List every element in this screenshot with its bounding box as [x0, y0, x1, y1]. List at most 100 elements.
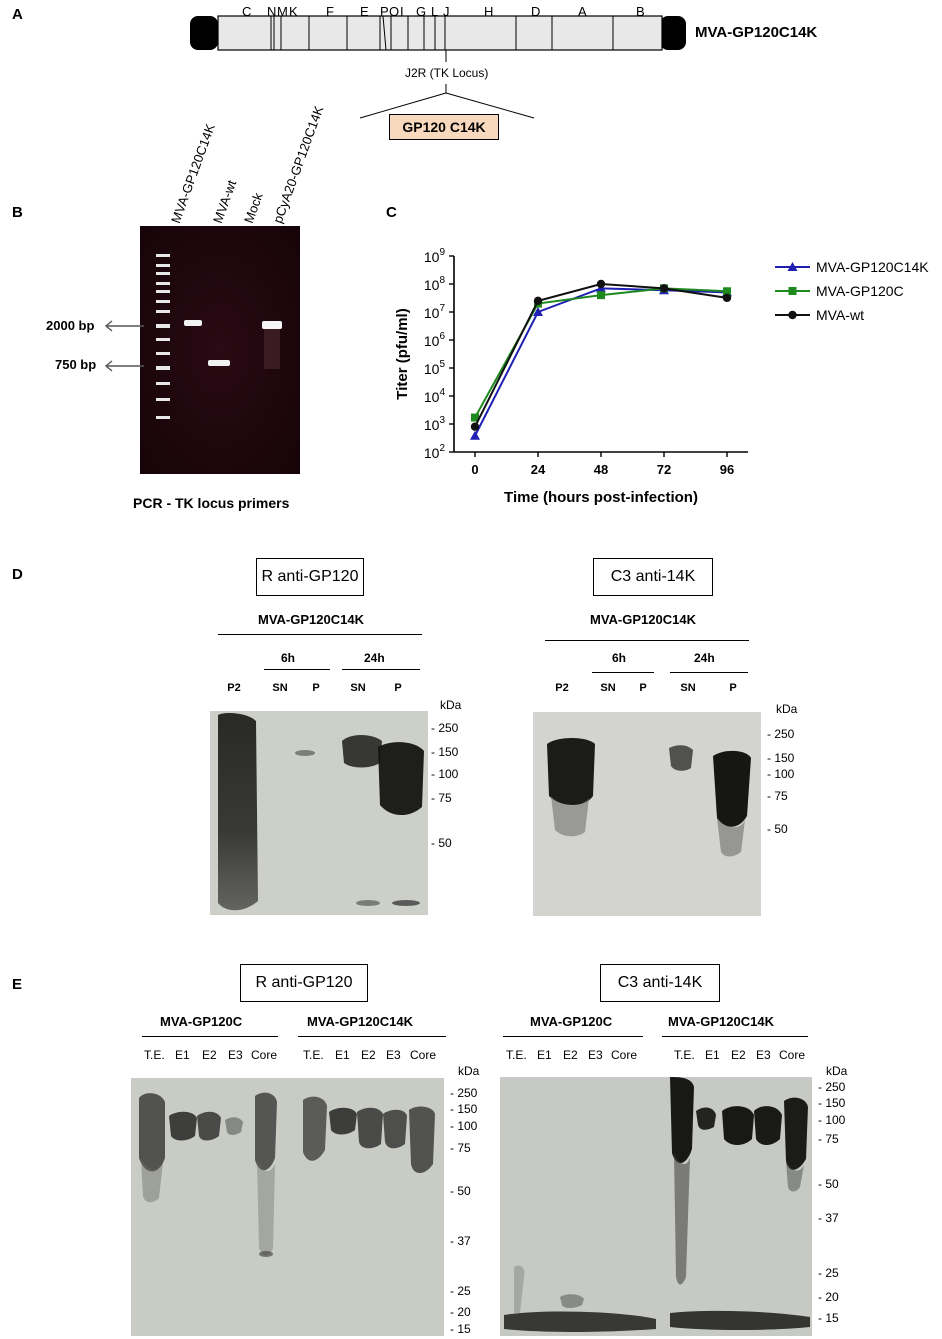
x-tick-label: 48 [594, 462, 608, 477]
e-right-group: MVA-GP120C [530, 1014, 613, 1029]
insert-line-left [359, 92, 447, 119]
d-right-time-6h: 6h [612, 651, 627, 665]
e-left-marker: - 20 [450, 1305, 471, 1319]
d-right-marker: - 150 [767, 751, 795, 765]
growth-curve-chart: 102 103 104 105 106 107 108 109 0 24 48 72 96 Time (h… [394, 247, 929, 506]
d-right-24h-rule [670, 672, 748, 673]
e-left-marker: - 100 [450, 1119, 478, 1133]
e-left-marker: - 15 [450, 1322, 471, 1336]
fragment-label: E [360, 4, 369, 19]
gel-lane-label: MVA-wt [210, 178, 240, 226]
gel-lane-labels: MVA-GP120C14K MVA-wt Mock pCyA20-GP120C1… [168, 104, 378, 226]
x-axis-label: Time (hours post-infection) [504, 489, 698, 506]
panel-d-label: D [12, 566, 23, 583]
e-left-lane: T.E. [144, 1048, 165, 1062]
insert-line-right [445, 92, 535, 119]
e-right-lane: E1 [537, 1048, 552, 1062]
e-left-lane: T.E. [303, 1048, 324, 1062]
legend-marker [788, 310, 797, 320]
d-left-lane: SN [350, 682, 366, 694]
x-tick-label: 24 [531, 462, 546, 477]
fragment-label: F [326, 4, 334, 19]
e-left-marker: - 150 [450, 1102, 478, 1116]
data-point [659, 284, 669, 293]
data-point [470, 430, 480, 440]
d-left-lane: P [394, 682, 402, 694]
e-left-marker: - 75 [450, 1141, 471, 1155]
e-left-lane: E3 [386, 1048, 401, 1062]
e-right-marker: - 150 [818, 1096, 846, 1110]
e-right-lane: T.E. [506, 1048, 527, 1062]
fragment-label: K [289, 4, 298, 19]
e-right-marker: - 25 [818, 1266, 839, 1280]
d-right-kda: kDa [776, 702, 798, 716]
genome-left-itr [190, 16, 218, 50]
gel-image [140, 226, 300, 474]
fragment-label: A [578, 4, 587, 19]
gel-band-plasmid [262, 321, 282, 329]
marker-arrows [104, 320, 144, 372]
d-left-time-24h: 24h [364, 651, 385, 665]
y-tick-label: 104 [424, 387, 446, 405]
d-left-marker: - 75 [431, 791, 452, 805]
d-left-antibody: R anti-GP120 [256, 558, 364, 596]
e-left-marker: - 250 [450, 1086, 478, 1100]
e-left-group: MVA-GP120C [160, 1014, 243, 1029]
gel-caption: PCR - TK locus primers [133, 495, 290, 511]
series-line [474, 282, 728, 428]
e-right-group: MVA-GP120C14K [668, 1014, 774, 1029]
fragment-label: N [267, 4, 277, 19]
d-left-marker: - 50 [431, 836, 452, 850]
fragment-label: M [277, 4, 288, 19]
data-point [597, 291, 605, 300]
genome-bar [217, 15, 663, 51]
d-left-lane: P2 [227, 682, 241, 694]
d-left-virus: MVA-GP120C14K [258, 612, 364, 627]
legend-label: MVA-wt [816, 307, 864, 323]
e-right-marker: - 75 [818, 1132, 839, 1146]
d-right-marker: - 75 [767, 789, 788, 803]
fragment-label: J [443, 4, 450, 19]
e-right-antibody: C3 anti-14K [600, 964, 720, 1002]
data-point [723, 287, 731, 296]
e-left-marker: - 50 [450, 1184, 471, 1198]
construct-name: MVA-GP120C14K [695, 24, 818, 41]
y-tick-label: 103 [424, 415, 446, 433]
d-right-time-24h: 24h [694, 651, 715, 665]
y-tick-label: 109 [424, 247, 446, 265]
d-right-6h-rule [592, 672, 654, 673]
d-left-time-6h: 6h [281, 651, 296, 665]
e-left-lane: Core [410, 1048, 437, 1062]
d-left-kda: kDa [440, 698, 462, 712]
e-right-group-rule [503, 1036, 643, 1037]
e-left-lane: E1 [335, 1048, 350, 1062]
d-right-marker: - 50 [767, 822, 788, 836]
data-point [533, 307, 543, 316]
fragment-dividers [270, 15, 614, 51]
e-left-lane: Core [251, 1048, 278, 1062]
e-left-kda: kDa [458, 1064, 480, 1078]
d-right-virus-rule [545, 640, 749, 641]
d-left-blot [210, 711, 428, 915]
gel-band-mva-wt [208, 360, 230, 366]
fragment-label: D [531, 4, 541, 19]
genome-right-itr [660, 16, 686, 50]
locus-label: J2R (TK Locus) [405, 66, 489, 80]
d-right-lane: P2 [555, 682, 569, 694]
y-tick-label: 106 [424, 331, 446, 349]
fragment-label: C [242, 4, 252, 19]
x-tick-label: 72 [657, 462, 671, 477]
e-right-lane: E2 [563, 1048, 578, 1062]
e-left-marker: - 37 [450, 1234, 471, 1248]
fragment-label: I [400, 4, 404, 19]
y-tick-label: 107 [424, 303, 446, 321]
e-right-lane: E3 [588, 1048, 603, 1062]
e-right-marker: - 20 [818, 1290, 839, 1304]
e-left-group: MVA-GP120C14K [307, 1014, 413, 1029]
y-tick-label: 108 [424, 275, 446, 293]
gel-lane-label: Mock [241, 190, 266, 226]
d-left-lane: P [312, 682, 320, 694]
e-right-marker: - 250 [818, 1080, 846, 1094]
d-right-lane: P [639, 682, 647, 694]
fragment-label: H [484, 4, 494, 19]
